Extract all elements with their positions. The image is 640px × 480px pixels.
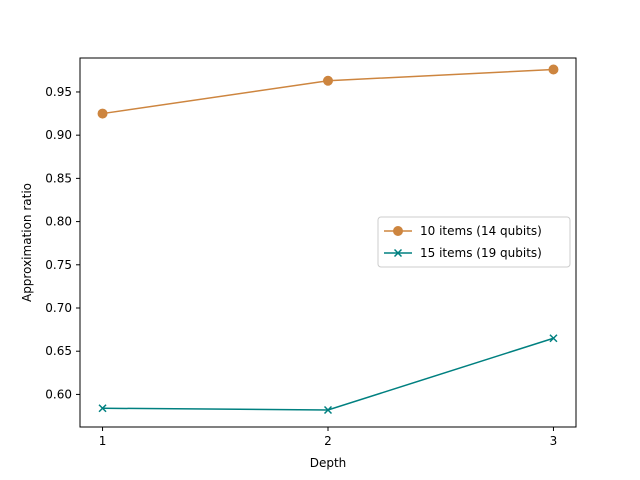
legend: 10 items (14 qubits) 15 items (19 qubits) — [377, 216, 571, 268]
data-point — [97, 108, 108, 119]
data-point — [393, 226, 403, 236]
y-tick-label: 0.60 — [45, 387, 72, 401]
x-axis-label: Depth — [310, 456, 347, 470]
y-tick-label: 0.65 — [45, 344, 72, 358]
y-tick-label: 0.75 — [45, 258, 72, 272]
y-axis-label: Approximation ratio — [20, 183, 34, 302]
data-point — [98, 404, 107, 413]
data-point — [548, 64, 559, 75]
series-line-2 — [102, 337, 554, 411]
legend-item: 15 items (19 qubits) — [384, 246, 542, 260]
legend-item: 10 items (14 qubits) — [384, 224, 542, 238]
y-tick-label: 0.80 — [45, 215, 72, 229]
x-tick-label: 2 — [324, 434, 332, 448]
x-tick-label: 3 — [550, 434, 558, 448]
series-layer — [97, 64, 559, 415]
data-point — [323, 405, 333, 415]
data-point — [323, 75, 333, 86]
legend-box — [377, 216, 571, 268]
legend-label: 10 items (14 qubits) — [420, 224, 542, 238]
y-axis: 0.60 0.65 0.70 0.75 0.80 0.85 0.90 0.95 — [45, 85, 80, 401]
x-tick-label: 1 — [99, 434, 107, 448]
y-tick-label: 0.90 — [45, 128, 72, 142]
data-point — [549, 334, 558, 343]
x-axis: 1 2 3 — [99, 427, 558, 448]
y-tick-label: 0.95 — [45, 85, 72, 99]
y-tick-label: 0.70 — [45, 301, 72, 315]
legend-label: 15 items (19 qubits) — [420, 246, 542, 260]
y-tick-label: 0.85 — [45, 171, 72, 185]
data-point — [393, 248, 403, 258]
